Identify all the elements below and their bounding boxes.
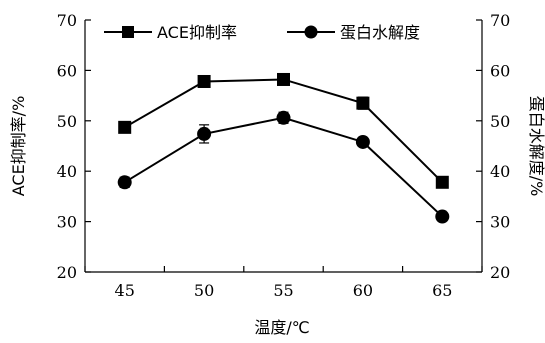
data-point-dh bbox=[117, 175, 132, 190]
legend-label-dh: 蛋白水解度 bbox=[340, 23, 420, 42]
legend-item-ace: ACE抑制率 bbox=[104, 23, 237, 42]
x-tick-label: 65 bbox=[432, 281, 452, 300]
legend-item-dh: 蛋白水解度 bbox=[287, 23, 420, 42]
x-axis-title: 温度/℃ bbox=[254, 318, 309, 337]
left-y-tick-label: 60 bbox=[57, 61, 77, 80]
right-y-axis-title: 蛋白水解度/% bbox=[527, 96, 545, 197]
ticks: 20 20 30 30 40 40 50 50 60 60 70 70 45 50 55 60 65 bbox=[57, 11, 511, 300]
legend-marker-dh bbox=[304, 25, 318, 39]
left-y-axis-title: ACE抑制率/% bbox=[9, 96, 28, 197]
series-line-dh bbox=[124, 116, 443, 218]
left-y-tick-label: 20 bbox=[57, 263, 77, 282]
data-point-ace bbox=[118, 120, 132, 134]
right-y-tick-label: 40 bbox=[490, 162, 510, 181]
left-y-tick-label: 30 bbox=[57, 213, 77, 232]
series bbox=[117, 72, 450, 224]
left-y-tick-label: 40 bbox=[57, 162, 77, 181]
x-tick-label: 45 bbox=[115, 281, 135, 300]
legend-marker-ace bbox=[122, 26, 134, 38]
data-point-dh bbox=[355, 134, 370, 149]
x-tick-label: 60 bbox=[353, 281, 373, 300]
legend-label-ace: ACE抑制率 bbox=[157, 23, 237, 42]
data-point-dh bbox=[276, 110, 291, 125]
x-tick-label: 55 bbox=[273, 281, 293, 300]
data-point-dh bbox=[435, 209, 450, 224]
axes bbox=[84, 20, 483, 273]
data-point-dh bbox=[197, 126, 212, 141]
right-y-tick-label: 70 bbox=[490, 11, 510, 30]
x-tick-label: 50 bbox=[194, 281, 214, 300]
left-y-tick-label: 70 bbox=[57, 11, 77, 30]
data-point-ace bbox=[197, 74, 211, 88]
data-point-ace bbox=[356, 96, 370, 110]
left-y-tick-label: 50 bbox=[57, 112, 77, 131]
series-line-ace bbox=[124, 78, 444, 183]
right-y-tick-label: 60 bbox=[490, 61, 510, 80]
data-point-ace bbox=[277, 72, 290, 86]
right-y-tick-label: 20 bbox=[490, 263, 510, 282]
right-y-tick-label: 50 bbox=[490, 112, 510, 131]
legend: ACE抑制率 蛋白水解度 bbox=[104, 23, 420, 42]
data-point-ace bbox=[435, 175, 449, 189]
right-y-tick-label: 30 bbox=[490, 213, 510, 232]
